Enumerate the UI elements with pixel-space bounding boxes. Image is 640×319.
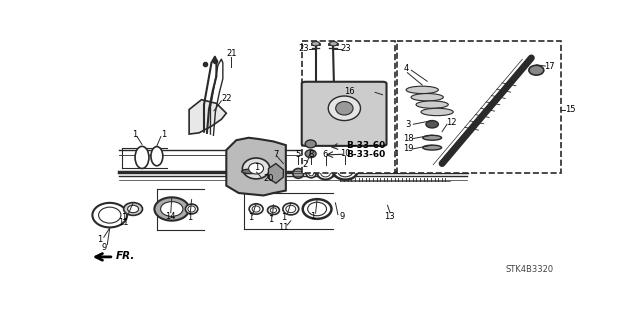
Ellipse shape bbox=[249, 204, 263, 214]
Text: 2: 2 bbox=[302, 160, 307, 169]
Text: 18: 18 bbox=[403, 134, 413, 143]
Ellipse shape bbox=[151, 147, 163, 166]
Ellipse shape bbox=[306, 169, 316, 178]
Ellipse shape bbox=[242, 169, 257, 174]
Text: 16: 16 bbox=[344, 86, 355, 96]
Ellipse shape bbox=[305, 140, 316, 148]
Ellipse shape bbox=[124, 203, 143, 215]
Ellipse shape bbox=[406, 86, 438, 93]
Text: 8: 8 bbox=[308, 150, 314, 159]
Text: 11: 11 bbox=[278, 223, 289, 232]
Ellipse shape bbox=[188, 206, 195, 212]
Ellipse shape bbox=[312, 41, 319, 46]
Text: 1: 1 bbox=[97, 235, 102, 244]
Text: 5: 5 bbox=[296, 150, 301, 159]
Text: 1: 1 bbox=[248, 213, 253, 222]
Ellipse shape bbox=[248, 163, 264, 174]
Ellipse shape bbox=[416, 101, 448, 108]
Ellipse shape bbox=[411, 93, 444, 101]
Text: 14: 14 bbox=[166, 211, 176, 221]
Text: 7: 7 bbox=[273, 150, 278, 159]
Polygon shape bbox=[227, 138, 286, 196]
Text: 1: 1 bbox=[310, 212, 316, 221]
Ellipse shape bbox=[308, 202, 326, 216]
Text: 19: 19 bbox=[403, 144, 413, 153]
Text: 15: 15 bbox=[564, 105, 575, 114]
Ellipse shape bbox=[333, 164, 357, 180]
Ellipse shape bbox=[303, 199, 332, 219]
Ellipse shape bbox=[243, 158, 269, 179]
Text: 13: 13 bbox=[384, 211, 394, 221]
Bar bbox=[397, 41, 561, 174]
Ellipse shape bbox=[161, 202, 183, 216]
Text: 21: 21 bbox=[226, 49, 237, 58]
Text: STK4B3320: STK4B3320 bbox=[506, 265, 554, 274]
Text: 23: 23 bbox=[299, 44, 310, 53]
Text: 6: 6 bbox=[323, 150, 328, 159]
Text: 1: 1 bbox=[121, 213, 126, 222]
Text: 10: 10 bbox=[340, 149, 351, 158]
Ellipse shape bbox=[336, 101, 353, 115]
Ellipse shape bbox=[127, 205, 138, 213]
Text: 23: 23 bbox=[340, 44, 351, 53]
Text: 3: 3 bbox=[406, 120, 411, 129]
Text: 9: 9 bbox=[101, 243, 106, 252]
Text: 1: 1 bbox=[188, 213, 193, 222]
Text: 11: 11 bbox=[118, 218, 129, 227]
Bar bbox=[301, 41, 395, 174]
Text: B-33-60: B-33-60 bbox=[346, 141, 386, 150]
Text: 1: 1 bbox=[281, 212, 286, 222]
Ellipse shape bbox=[330, 41, 337, 46]
Ellipse shape bbox=[529, 65, 544, 75]
Ellipse shape bbox=[270, 208, 276, 213]
Ellipse shape bbox=[308, 171, 314, 176]
Text: 1: 1 bbox=[132, 130, 137, 139]
Ellipse shape bbox=[423, 145, 442, 150]
Ellipse shape bbox=[338, 167, 353, 177]
Ellipse shape bbox=[186, 204, 198, 214]
Ellipse shape bbox=[423, 135, 442, 140]
Ellipse shape bbox=[252, 206, 260, 212]
Text: 9: 9 bbox=[339, 212, 344, 221]
Text: 1: 1 bbox=[161, 130, 166, 139]
Ellipse shape bbox=[283, 203, 299, 215]
Ellipse shape bbox=[317, 166, 334, 180]
Text: 17: 17 bbox=[544, 62, 554, 70]
Ellipse shape bbox=[328, 96, 360, 121]
Polygon shape bbox=[269, 164, 284, 183]
Text: FR.: FR. bbox=[116, 251, 136, 261]
Ellipse shape bbox=[99, 207, 121, 223]
Text: B-33-60: B-33-60 bbox=[346, 150, 386, 159]
Text: 1: 1 bbox=[268, 215, 273, 224]
Ellipse shape bbox=[286, 205, 296, 213]
Text: 20: 20 bbox=[263, 174, 274, 183]
Text: 1: 1 bbox=[254, 163, 259, 172]
Ellipse shape bbox=[321, 168, 330, 177]
Ellipse shape bbox=[305, 150, 316, 158]
Ellipse shape bbox=[154, 197, 189, 221]
Text: 4: 4 bbox=[404, 64, 409, 73]
Text: 22: 22 bbox=[221, 94, 232, 103]
Ellipse shape bbox=[92, 203, 127, 227]
Ellipse shape bbox=[268, 206, 280, 214]
Polygon shape bbox=[189, 100, 227, 134]
Ellipse shape bbox=[426, 121, 438, 128]
Ellipse shape bbox=[135, 146, 149, 168]
Ellipse shape bbox=[292, 168, 304, 178]
FancyBboxPatch shape bbox=[301, 82, 387, 146]
Text: 12: 12 bbox=[445, 118, 456, 127]
Ellipse shape bbox=[421, 108, 453, 116]
